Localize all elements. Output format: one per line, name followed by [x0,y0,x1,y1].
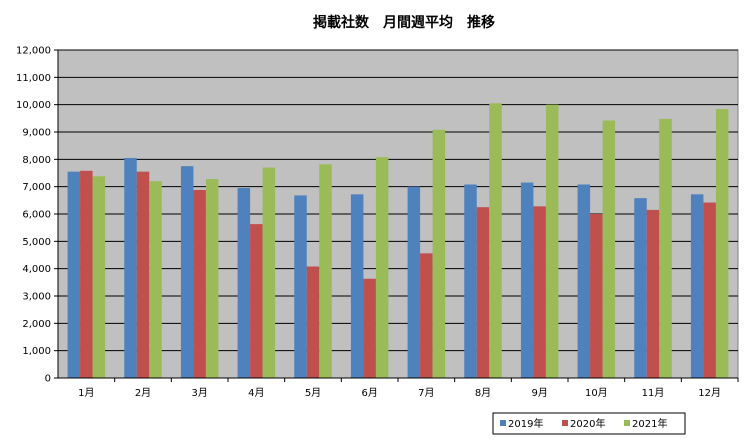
x-tick-label: 9月 [531,387,547,399]
y-tick-label: 4,000 [22,264,51,275]
legend-swatch [624,420,630,426]
bar [432,129,446,378]
bar [520,182,534,378]
bar [489,103,502,379]
bar [703,202,716,378]
x-tick-label: 12月 [698,387,721,399]
y-tick-label: 0 [45,374,51,385]
bar [690,194,704,378]
legend-swatch [500,420,506,426]
y-tick-label: 2,000 [22,319,51,330]
bars [67,103,729,379]
y-tick-label: 1,000 [22,346,51,357]
y-tick-label: 3,000 [22,292,51,303]
x-axis-ticks: 1月 2月 3月 4月 5月 6月 7月 8月 9月 10月 11月 12月 [78,378,739,399]
bar [180,166,194,378]
bar [659,118,672,378]
bar [262,167,276,378]
bar [80,170,93,378]
y-tick-label: 9,000 [22,128,51,139]
y-tick-label: 6,000 [22,210,51,221]
x-tick-label: 4月 [248,387,264,399]
bar [375,157,389,378]
bar [590,214,603,378]
bar [250,224,263,378]
bar [602,120,616,379]
bar [715,109,729,378]
legend-box [492,412,686,435]
x-tick-label: 8月 [475,387,491,399]
bar [577,184,591,378]
gridlines [58,49,738,352]
y-tick-label: 10,000 [16,100,51,111]
y-tick-label: 12,000 [16,46,51,57]
bar [67,171,81,378]
bar [193,189,206,378]
bar [533,206,546,378]
y-tick-label: 11,000 [16,73,51,84]
bar [237,188,251,378]
x-tick-label: 5月 [305,387,321,399]
bar [205,179,219,378]
bar [294,195,307,378]
bar [646,209,660,378]
x-tick-label: 7月 [418,387,434,399]
legend-label: 2019年 [508,417,543,430]
legend: 2019年 2020年 2021年 [492,412,686,435]
legend-swatch [562,420,568,426]
y-axis-ticks: 0 1,000 2,000 3,000 4,000 5,000 6,000 7,000 8,00… [16,46,58,385]
y-tick-label: 8,000 [22,155,51,166]
x-tick-label: 10月 [585,387,608,399]
bar [476,207,490,378]
bar [124,157,137,378]
bar [149,181,162,378]
bar [420,253,433,378]
x-tick-label: 2月 [135,387,151,399]
bar [634,198,647,378]
x-tick-label: 6月 [361,387,377,399]
legend-label: 2020年 [570,417,605,430]
bar [363,278,376,378]
bar [350,194,364,378]
bar [407,186,421,378]
bar [306,266,320,378]
y-tick-label: 5,000 [22,237,51,248]
bar [545,104,559,379]
legend-label: 2021年 [632,417,667,430]
y-tick-label: 7,000 [22,182,51,193]
bar [136,171,150,378]
x-tick-label: 11月 [642,387,665,399]
x-tick-label: 3月 [191,387,207,399]
bar [464,184,477,378]
x-tick-label: 1月 [78,387,94,399]
chart-title: 掲載社数 月間週平均 推移 [313,14,495,31]
bar [319,164,332,378]
bar [92,176,106,378]
